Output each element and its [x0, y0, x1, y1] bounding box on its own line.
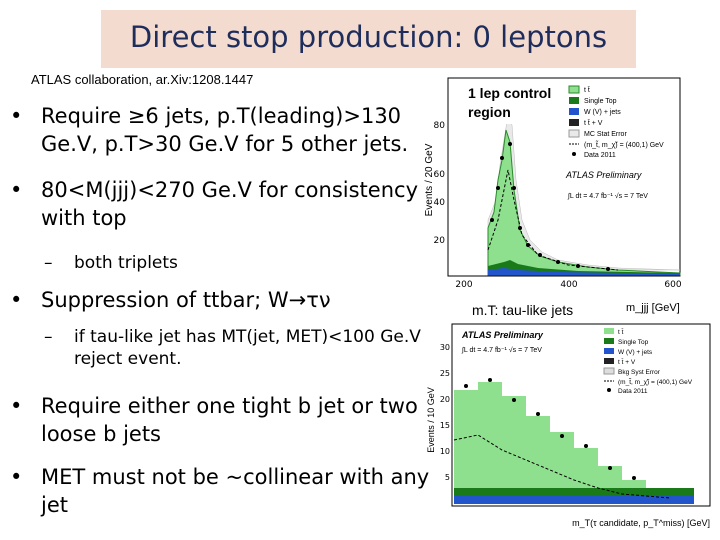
legend-label: Data 2011: [618, 388, 648, 395]
bullet-text: Require ≥6 jets, p.T(leading)>130 Ge.V, …: [41, 104, 409, 156]
lumi-label: ∫L dt = 4.7 fb⁻¹ √s = 7 TeV: [567, 192, 648, 200]
atlas-label: ATLAS Preliminary: [461, 330, 544, 340]
bullet-text: Require either one tight b jet or two lo…: [41, 394, 418, 446]
slide-title: Direct stop production: 0 leptons: [129, 20, 608, 54]
bullet-text: Suppression of ttbar; W→τν: [41, 288, 331, 312]
y-tick-label: 25: [440, 369, 450, 378]
x-tick-label: 400: [560, 280, 577, 290]
x-tick-label: 600: [664, 280, 681, 290]
y-tick-label: 30: [440, 343, 450, 352]
bullet-dot: •: [10, 465, 23, 489]
atlas-label: ATLAS Preliminary: [565, 170, 642, 180]
legend-label: t t̄: [584, 86, 590, 94]
legend-label: W (V) + jets: [618, 349, 653, 356]
mt-histogram: Events / 10 GeV 30 25 20 15 10 5 ATLAS P…: [426, 323, 711, 528]
sub-bullet-text: if tau-like jet has MT(jet, MET)<100 Ge.…: [74, 327, 421, 369]
y-tick-label: 15: [440, 421, 450, 430]
sub-bullet-dash: –: [44, 327, 53, 347]
sub-bullet-text: both triplets: [74, 253, 178, 273]
legend-label: Bkg Syst Error: [618, 369, 661, 376]
legend-label: Data 2011: [584, 152, 616, 159]
legend-label: (m_t̃, m_χ̃) = (400,1) GeV: [584, 141, 664, 149]
y-tick-label: 40: [434, 198, 446, 208]
bullet-dot: •: [10, 394, 23, 418]
y-tick-label: 60: [434, 170, 446, 180]
bullet-dot: •: [10, 178, 23, 202]
legend-label: t t̄ + V: [618, 358, 636, 366]
y-tick-label: 20: [440, 395, 450, 404]
wjets-histogram: [454, 496, 694, 504]
y-axis-label: Events / 20 GeV: [424, 143, 435, 216]
control-region-box: [466, 82, 566, 124]
legend-label: MC Stat Error: [584, 131, 627, 138]
legend-label: t t̄: [618, 328, 624, 336]
citation: ATLAS collaboration, ar.Xiv:1208.1447: [31, 72, 254, 87]
legend-label: Single Top: [618, 339, 649, 346]
legend-label: t t̄ + V: [584, 119, 603, 127]
fig1-caption-line1: 1 lep control: [468, 85, 551, 101]
bullet-text: MET must not be ~collinear with any jet: [41, 465, 430, 517]
y-tick-label: 80: [434, 121, 446, 131]
y-tick-label: 5: [445, 473, 450, 482]
y-tick-label: 10: [440, 447, 450, 456]
fig2-legend: t t̄ Single Top W (V) + jets t t̄ + V Bk…: [603, 328, 693, 395]
legend-label: Single Top: [584, 98, 617, 105]
title-box: Direct stop production: 0 leptons: [101, 10, 636, 68]
y-axis-label: Events / 10 GeV: [426, 387, 436, 453]
x-axis-label: m_T(τ candidate, p_T^miss) [GeV]: [572, 518, 710, 528]
ttbar-histogram: [454, 382, 694, 504]
fig2-caption: m.T: tau-like jets: [472, 302, 574, 318]
lumi-label: ∫L dt = 4.7 fb⁻¹ √s = 7 TeV: [461, 346, 542, 354]
x-tick-label: 200: [455, 280, 472, 290]
fig1-caption-line2: region: [468, 104, 511, 120]
data-points: [464, 378, 636, 480]
sub-bullet-dash: –: [44, 253, 53, 273]
legend-label: (m_t̃, m_χ̃) = (400,1) GeV: [618, 378, 693, 386]
fig1-x-axis-label: m_jjj [GeV]: [626, 302, 680, 314]
wjets-histogram: [488, 268, 680, 275]
fig1-legend: t t̄ Single Top W (V) + jets t t̄ + V MC…: [568, 85, 664, 159]
signal-line: [453, 434, 671, 499]
bullet-dot: •: [10, 104, 23, 128]
single-top-histogram: [454, 488, 694, 498]
bullet-text: 80<M(jjj)<270 Ge.V for consistency with …: [41, 178, 418, 230]
legend-label: W (V) + jets: [584, 109, 621, 116]
y-tick-label: 20: [434, 236, 446, 246]
mjjj-histogram: Events / 20 GeV 80 60 40 20 1 lep contro…: [424, 77, 682, 290]
bullet-dot: •: [10, 288, 23, 312]
